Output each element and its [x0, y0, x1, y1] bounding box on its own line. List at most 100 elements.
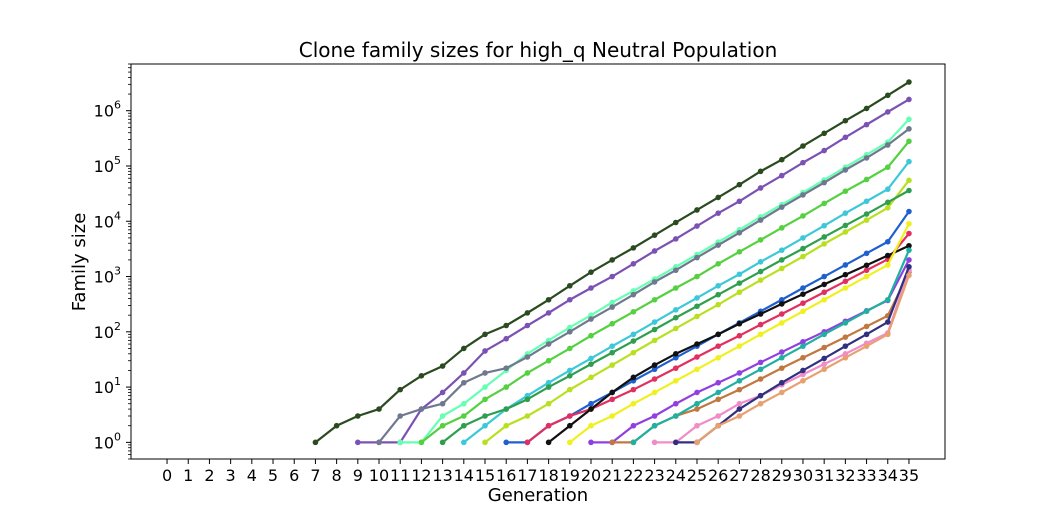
- x-tick-label: 19: [560, 466, 580, 485]
- x-tick-label: 4: [247, 466, 257, 485]
- data-point: [757, 331, 764, 338]
- data-point: [588, 361, 594, 367]
- data-point: [757, 258, 764, 265]
- data-point: [588, 269, 594, 275]
- data-point: [842, 285, 849, 291]
- data-point: [545, 400, 552, 407]
- data-point: [588, 316, 594, 322]
- data-point: [736, 249, 743, 255]
- x-tick-label: 2: [204, 466, 214, 485]
- data-point: [609, 349, 615, 356]
- data-point: [800, 354, 806, 361]
- data-point: [757, 359, 764, 366]
- series-3: [376, 126, 912, 446]
- data-point: [715, 291, 721, 298]
- data-point: [694, 207, 700, 213]
- data-point: [800, 291, 806, 297]
- data-point: [672, 236, 679, 242]
- data-point: [821, 241, 827, 247]
- data-point: [736, 377, 743, 384]
- data-point: [715, 396, 721, 403]
- data-point: [757, 392, 764, 399]
- data-point: [906, 158, 912, 165]
- data-point: [630, 422, 637, 429]
- data-point: [821, 366, 827, 373]
- y-axis: 100 101 102 103 104 105 106: [94, 63, 131, 460]
- y-tick-label: 106: [94, 99, 121, 121]
- data-point: [439, 422, 446, 429]
- x-axis: 0 1 2 3 4 5 6 7 8 9 10 11 12 13 14 15 16 17 18 19 20 21 22 23 24…: [162, 459, 919, 485]
- series-5: [461, 158, 912, 446]
- data-point: [672, 377, 679, 384]
- data-point: [715, 413, 721, 419]
- data-point: [863, 273, 870, 280]
- data-point: [630, 309, 637, 315]
- data-point: [906, 187, 912, 194]
- data-point: [821, 281, 827, 288]
- data-point: [651, 422, 658, 429]
- data-point: [630, 439, 637, 446]
- data-point: [439, 413, 446, 419]
- data-point: [906, 257, 912, 263]
- data-point: [651, 232, 658, 238]
- data-point: [567, 324, 573, 331]
- x-tick-label: 25: [687, 466, 707, 485]
- data-point: [651, 362, 658, 368]
- data-point: [588, 400, 594, 407]
- data-point: [609, 389, 615, 396]
- data-point: [906, 230, 912, 237]
- data-point: [545, 296, 552, 303]
- data-point: [567, 329, 573, 335]
- data-point: [884, 205, 891, 211]
- data-point: [884, 331, 891, 338]
- data-point: [545, 422, 552, 429]
- data-point: [757, 376, 764, 382]
- data-point: [461, 345, 467, 352]
- data-point: [757, 321, 764, 328]
- data-point: [630, 386, 637, 393]
- data-point: [503, 384, 510, 390]
- data-point: [863, 155, 870, 161]
- data-point: [461, 413, 467, 419]
- data-point: [863, 308, 870, 315]
- data-point: [609, 439, 615, 446]
- x-tick-label: 34: [878, 466, 898, 485]
- data-point: [567, 386, 573, 393]
- x-tick-label: 0: [162, 466, 172, 485]
- data-point: [461, 439, 467, 446]
- data-point: [630, 261, 637, 267]
- x-tick-label: 3: [226, 466, 236, 485]
- data-point: [757, 366, 764, 373]
- data-point: [503, 406, 510, 412]
- y-tick-label: 101: [94, 375, 121, 397]
- data-point: [715, 422, 721, 429]
- data-point: [503, 322, 510, 329]
- data-point: [778, 320, 785, 326]
- x-tick-label: 29: [772, 466, 792, 485]
- data-point: [672, 325, 679, 332]
- data-point: [884, 164, 891, 171]
- data-point: [863, 250, 870, 257]
- data-point: [461, 370, 467, 376]
- data-point: [482, 396, 488, 403]
- data-point: [461, 400, 467, 407]
- x-tick-label: 11: [390, 466, 410, 485]
- data-point: [757, 268, 764, 275]
- data-point: [884, 92, 891, 99]
- data-point: [355, 413, 361, 419]
- data-point: [906, 116, 912, 123]
- data-point: [863, 121, 870, 128]
- x-tick-label: 26: [708, 466, 728, 485]
- data-point: [482, 348, 488, 354]
- data-point: [863, 262, 870, 269]
- data-point: [694, 223, 700, 229]
- data-point: [715, 389, 721, 396]
- data-point: [651, 326, 658, 333]
- data-point: [588, 422, 594, 429]
- series-14: [630, 247, 912, 446]
- data-point: [757, 277, 764, 283]
- series-0: [312, 79, 912, 446]
- data-point: [482, 413, 488, 419]
- data-point: [609, 273, 615, 280]
- data-point: [736, 289, 743, 296]
